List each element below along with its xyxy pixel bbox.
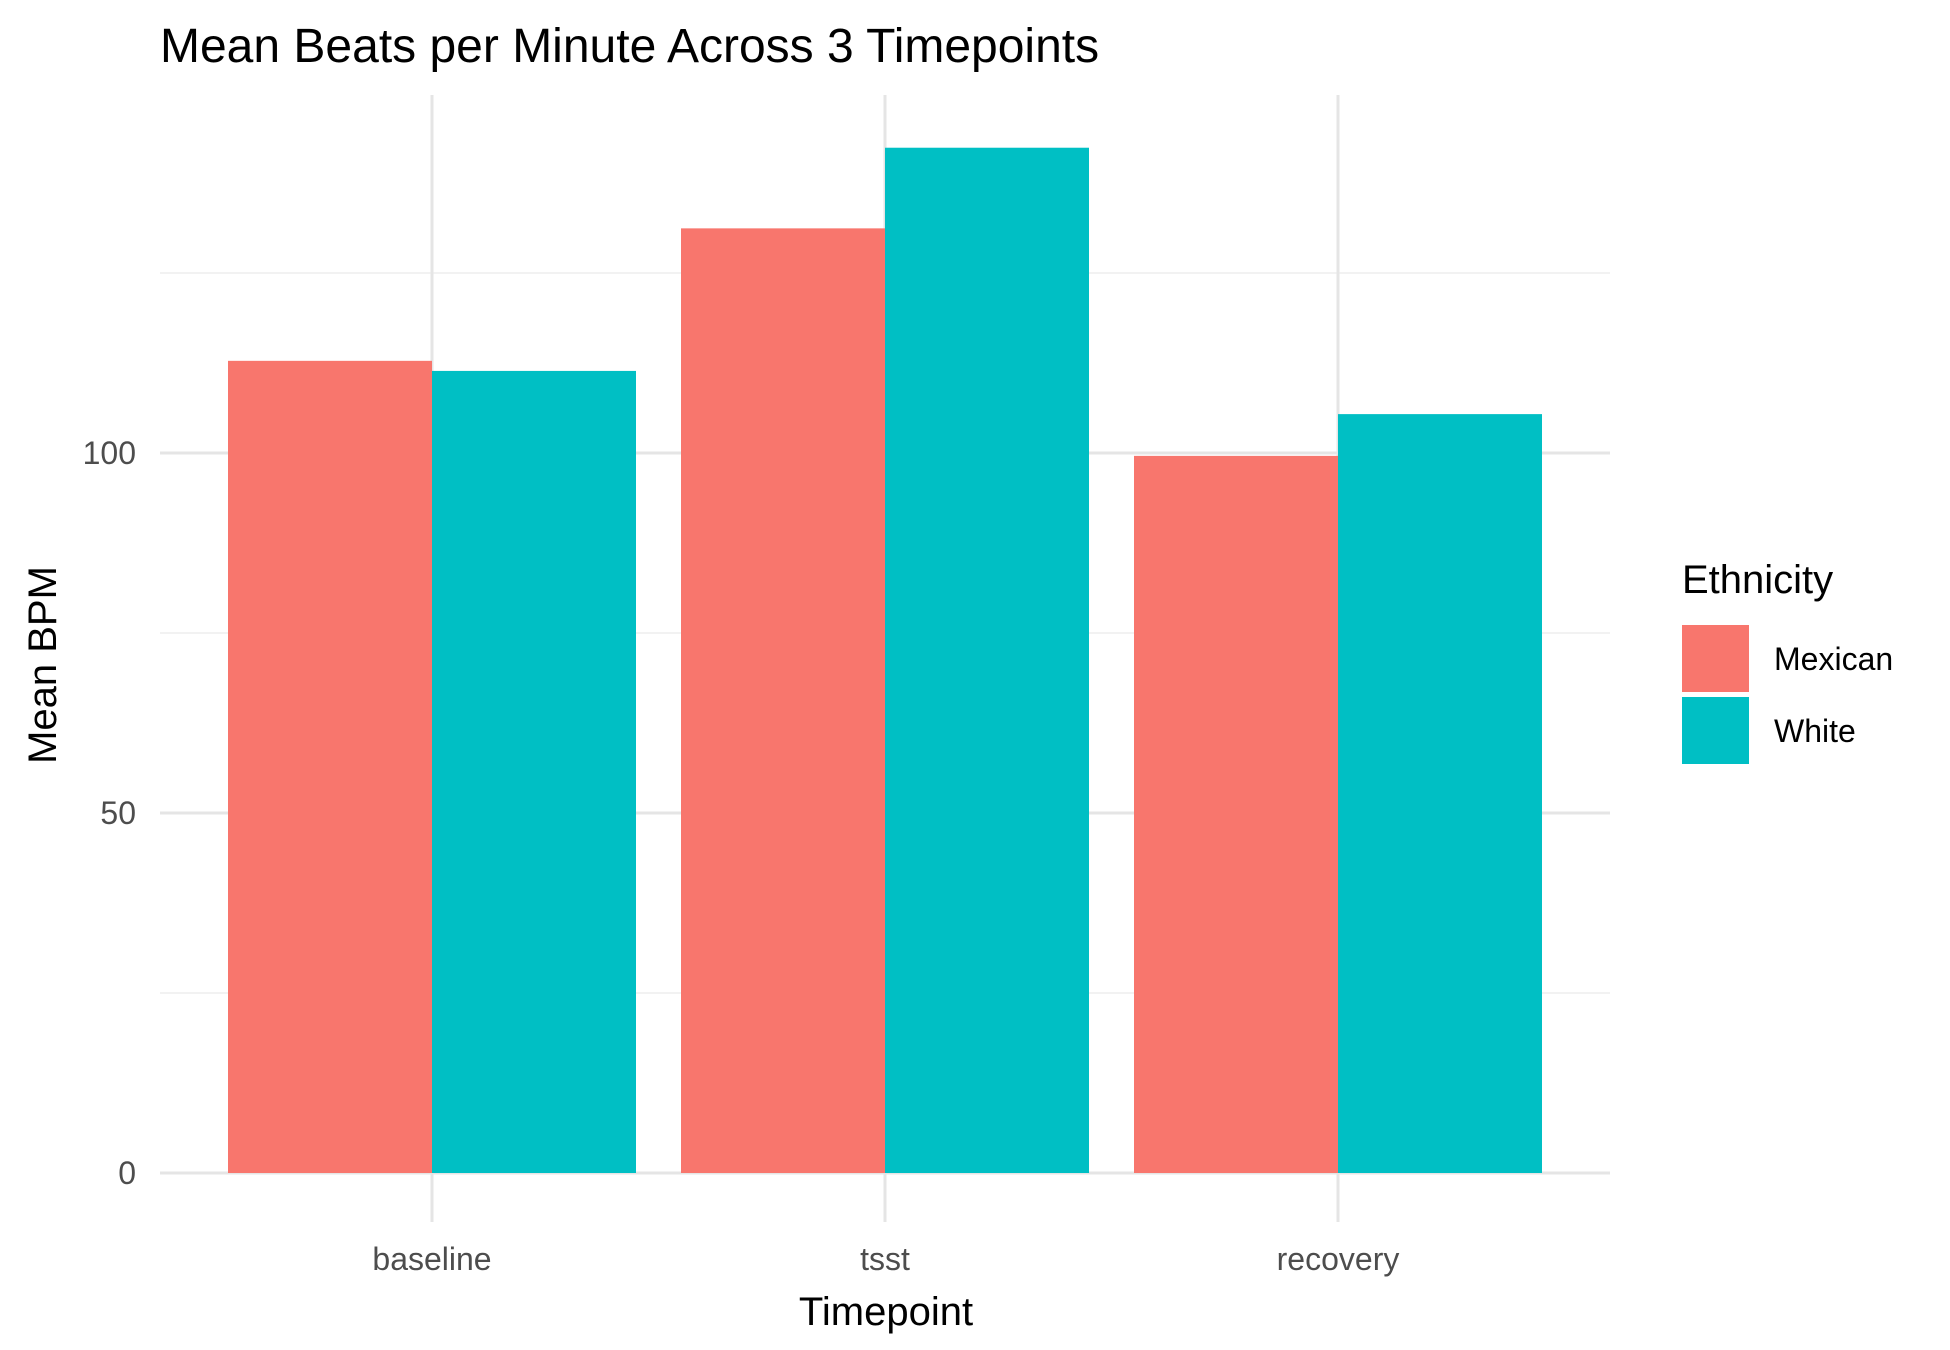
bar-recovery-mexican	[1134, 455, 1338, 1173]
y-tick-label: 50	[100, 795, 136, 831]
x-tick-label: tsst	[860, 1241, 910, 1277]
legend-title: Ethnicity	[1682, 558, 1833, 602]
y-tick-label: 0	[118, 1155, 136, 1191]
legend-label-mexican: Mexican	[1774, 641, 1893, 677]
x-tick-label: baseline	[372, 1241, 491, 1277]
bar-recovery-white	[1338, 414, 1542, 1173]
bar-baseline-white	[432, 370, 636, 1173]
bar-tsst-white	[885, 147, 1089, 1174]
legend-key-white	[1682, 697, 1749, 764]
x-axis-ticks: baseline tsst recovery	[372, 1241, 1399, 1277]
legend: Ethnicity Mexican White	[1682, 558, 1893, 764]
x-axis-title: Timepoint	[799, 1290, 973, 1334]
x-tick-label: recovery	[1277, 1241, 1400, 1277]
legend-label-white: White	[1774, 713, 1856, 749]
chart-title: Mean Beats per Minute Across 3 Timepoint…	[160, 20, 1099, 73]
bars	[228, 147, 1542, 1174]
bar-baseline-mexican	[228, 360, 432, 1174]
y-axis-ticks: 0 50 100	[83, 435, 136, 1191]
y-axis-title: Mean BPM	[21, 566, 65, 764]
bar-tsst-mexican	[681, 228, 885, 1174]
legend-key-mexican	[1682, 625, 1749, 692]
y-tick-label: 100	[83, 435, 136, 471]
